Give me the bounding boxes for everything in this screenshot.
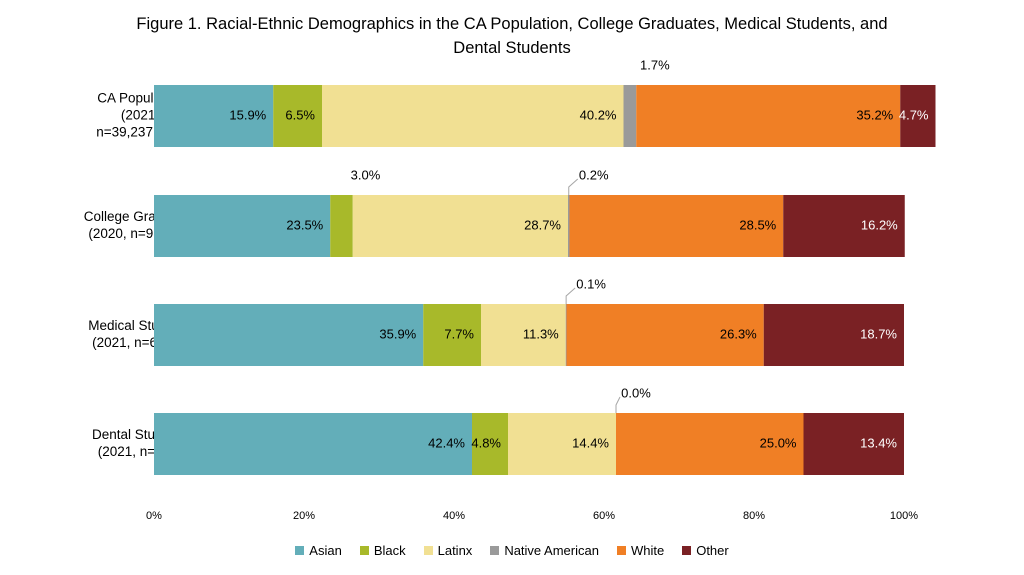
data-label: 23.5% <box>286 217 323 232</box>
bar-segment <box>783 195 905 257</box>
bar-segment <box>900 85 936 147</box>
legend-item: Latinx <box>423 543 473 559</box>
legend: Asian Black Latinx Native American White Othe… <box>0 542 1024 558</box>
data-label: 18.7% <box>860 326 897 341</box>
stacked-bar-chart: CA Population(2021,n=39,237,836)15.9% 6.5… <box>84 57 936 522</box>
bar-segment <box>636 85 901 147</box>
bar-segment <box>565 304 567 366</box>
data-label: 4.8% <box>471 435 501 450</box>
bar-segment <box>154 304 424 366</box>
data-label: 0.1% <box>576 276 606 291</box>
legend-swatch <box>359 546 369 556</box>
data-label: 6.5% <box>285 107 315 122</box>
legend-swatch <box>616 546 626 556</box>
data-label: 0.2% <box>579 167 609 182</box>
bar-segment <box>508 413 616 475</box>
data-label: 40.2% <box>580 107 617 122</box>
bar-segment <box>322 85 624 147</box>
legend-swatch <box>490 546 500 556</box>
bar-segment <box>616 413 804 475</box>
data-label: 11.3% <box>523 326 559 341</box>
legend-label: Other <box>696 543 729 559</box>
data-label: 16.2% <box>861 217 898 232</box>
leader-line <box>565 287 576 304</box>
bar-segment <box>154 413 472 475</box>
bar-segment <box>803 413 904 475</box>
legend-label: White <box>630 543 665 559</box>
legend-swatch <box>295 546 305 556</box>
legend-item: Black <box>359 543 406 559</box>
category-label: (2021, <box>121 108 159 123</box>
x-tick-label: 100% <box>890 510 918 522</box>
leader-line <box>615 396 621 413</box>
legend-label: Native American <box>504 543 599 559</box>
bar-segment <box>568 195 570 257</box>
legend-swatch <box>423 546 433 556</box>
x-tick-label: 60% <box>593 510 615 522</box>
chart-title: Figure 1. Racial-Ethnic Demographics in … <box>0 12 1024 60</box>
legend-item: White <box>616 543 665 559</box>
x-tick-label: 0% <box>146 510 162 522</box>
bar-segment <box>566 304 764 366</box>
bar-segment <box>623 85 637 147</box>
bar-segment <box>352 195 568 257</box>
data-label: 13.4% <box>860 435 897 450</box>
bar-segment <box>154 85 274 147</box>
legend-swatch <box>682 546 692 556</box>
legend-label: Black <box>373 543 406 559</box>
bar-segment <box>330 195 353 257</box>
data-label: 15.9% <box>229 107 266 122</box>
bar-segment <box>423 304 481 366</box>
legend-item: Asian <box>295 543 342 558</box>
data-label: 1.7% <box>640 57 670 72</box>
bar-segment <box>154 195 331 257</box>
bar-segment <box>273 85 322 147</box>
x-tick-label: 40% <box>443 510 465 522</box>
data-label: 26.3% <box>720 326 757 341</box>
legend-item: Other <box>682 543 729 558</box>
data-label: 25.0% <box>760 435 797 450</box>
legend-label: Asian <box>309 543 342 559</box>
data-label: 14.4% <box>572 435 609 450</box>
chart-title-line-2: Dental Students <box>453 39 571 57</box>
chart-title-line-1: Figure 1. Racial-Ethnic Demographics in … <box>136 15 888 33</box>
legend-label: Latinx <box>437 543 473 559</box>
x-tick-label: 20% <box>293 510 315 522</box>
data-label: 28.7% <box>524 217 561 232</box>
bar-segment <box>763 304 904 366</box>
leader-line <box>568 178 579 195</box>
data-label: 35.9% <box>379 326 416 341</box>
data-label: 0.0% <box>621 385 651 400</box>
x-tick-label: 80% <box>743 510 765 522</box>
legend-item: Native American <box>490 543 599 558</box>
data-label: 35.2% <box>856 107 893 122</box>
data-label: 28.5% <box>739 217 776 232</box>
bar-segment <box>569 195 784 257</box>
bar-segment <box>481 304 566 366</box>
data-label: 42.4% <box>428 435 465 450</box>
data-label: 4.7% <box>899 107 929 122</box>
bar-segment <box>472 413 508 475</box>
data-label: 7.7% <box>444 326 474 341</box>
data-label: 3.0% <box>351 167 381 182</box>
